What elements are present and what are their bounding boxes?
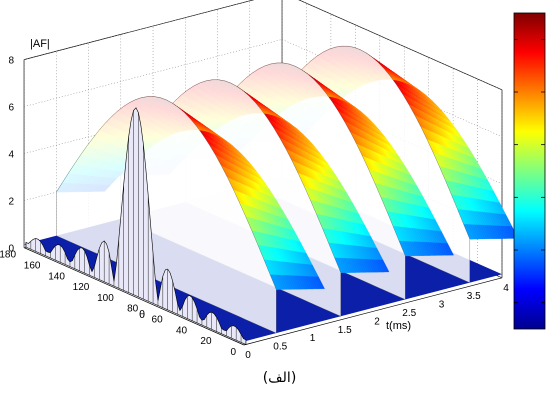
- x-tick-label: 2: [374, 316, 380, 327]
- tick-labels: 0246802040608010012014016018000.511.522.…: [0, 56, 509, 361]
- x-tick-label: 3: [439, 300, 445, 311]
- x-tick-label: 0: [245, 350, 251, 361]
- x-tick-label: 4: [503, 283, 509, 294]
- theta-slice: [25, 107, 247, 345]
- pulse-front-face: [56, 96, 277, 334]
- y-tick-label: 40: [176, 325, 188, 336]
- x-axis-label: t(ms): [386, 320, 411, 332]
- y-tick-label: 140: [48, 271, 65, 282]
- z-tick-label: 4: [8, 150, 14, 161]
- y-tick-label: 120: [73, 282, 90, 293]
- x-tick-label: 1: [310, 333, 316, 344]
- axes-edge: [23, 0, 255, 60]
- gridline: [23, 0, 254, 60]
- gridline: [23, 39, 283, 107]
- x-tick-label: 0.5: [273, 342, 287, 353]
- y-tick-label: 160: [24, 260, 41, 271]
- colorbar: [513, 12, 546, 330]
- x-tick-label: 2.5: [402, 308, 416, 319]
- axes-edge: [243, 277, 503, 346]
- y-axis-label: θ: [139, 309, 145, 321]
- z-tick-label: 8: [8, 56, 14, 67]
- slice-shape: [25, 107, 247, 345]
- y-tick-label: 60: [152, 315, 164, 326]
- z-tick-label: 2: [8, 197, 14, 208]
- axes-edge: [23, 247, 245, 346]
- y-tick-label: 20: [200, 336, 212, 347]
- x-tick-label: 3.5: [467, 291, 481, 302]
- y-tick-label: 180: [0, 250, 16, 261]
- colorbar-ticks: [514, 38, 545, 304]
- gridline: [298, 0, 503, 91]
- z-tick-label: 0: [8, 244, 14, 255]
- z-tick-label: 6: [8, 103, 14, 114]
- surface-patch: [445, 242, 454, 256]
- y-tick-label: 100: [97, 293, 114, 304]
- z-axis-label: |AF|: [30, 38, 50, 50]
- surface-patch: [316, 276, 325, 289]
- surface-patch: [380, 259, 390, 273]
- y-tick-label: 80: [127, 304, 139, 315]
- x-tick-label: 1.5: [338, 325, 352, 336]
- y-tick-label: 0: [230, 347, 236, 358]
- figure-caption: (الف): [262, 370, 297, 386]
- surface-plot: [25, 46, 519, 345]
